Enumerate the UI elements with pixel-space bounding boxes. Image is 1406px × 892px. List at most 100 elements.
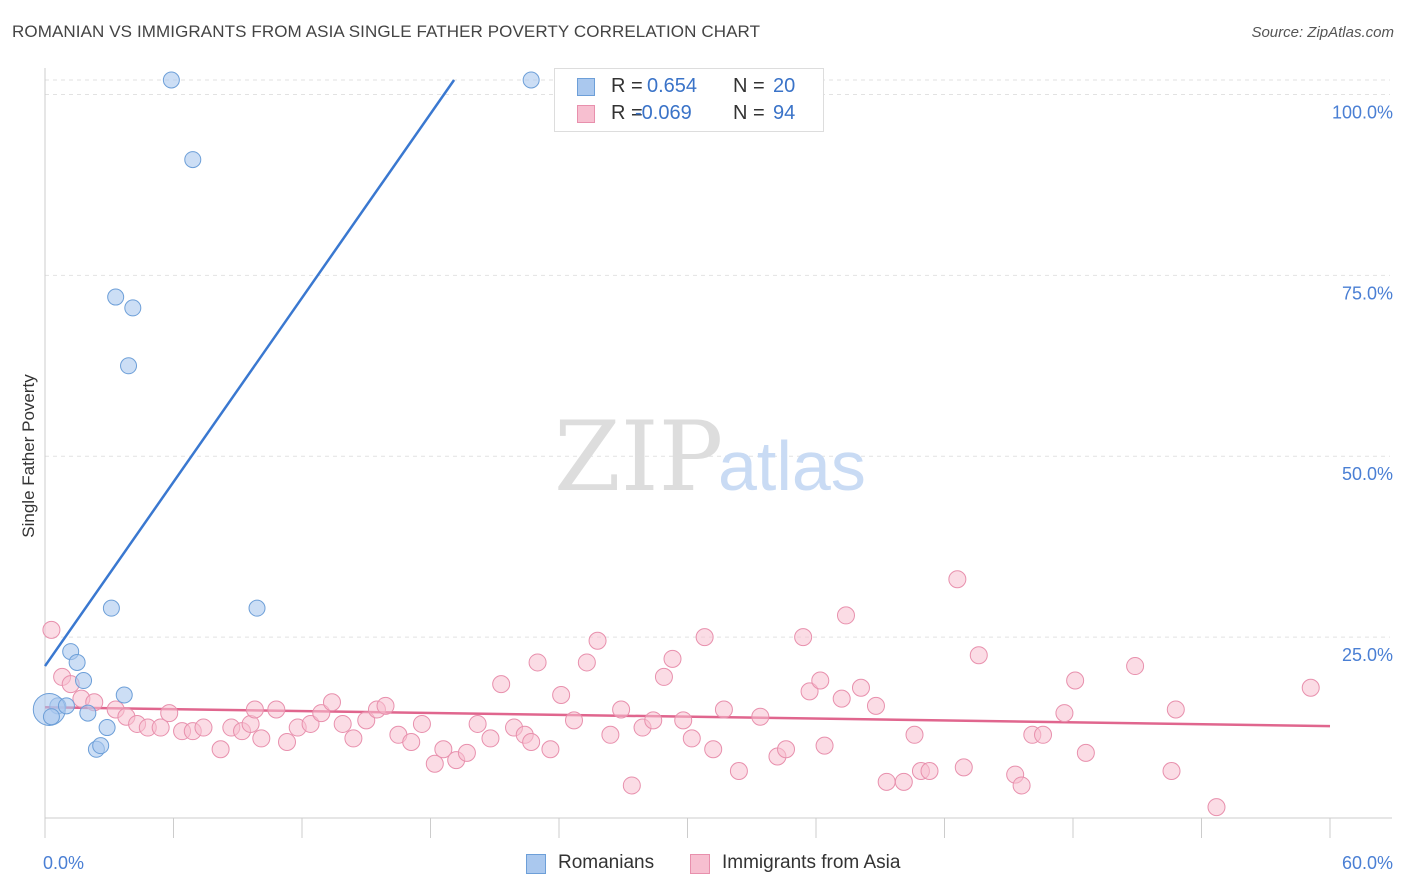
point-immigrants-from-asia[interactable] bbox=[402, 733, 421, 752]
point-romanians[interactable] bbox=[79, 704, 97, 722]
y-tick-label: 25.0% bbox=[1342, 645, 1393, 665]
point-immigrants-from-asia[interactable] bbox=[751, 707, 770, 726]
point-immigrants-from-asia[interactable] bbox=[1162, 761, 1181, 780]
point-immigrants-from-asia[interactable] bbox=[894, 772, 913, 791]
point-immigrants-from-asia[interactable] bbox=[160, 704, 179, 723]
point-immigrants-from-asia[interactable] bbox=[794, 628, 813, 647]
watermark-zip: ZIP bbox=[554, 401, 723, 513]
point-immigrants-from-asia[interactable] bbox=[1126, 657, 1145, 676]
point-immigrants-from-asia[interactable] bbox=[920, 761, 939, 780]
point-immigrants-from-asia[interactable] bbox=[278, 733, 297, 752]
point-immigrants-from-asia[interactable] bbox=[301, 714, 320, 733]
point-immigrants-from-asia[interactable] bbox=[151, 718, 170, 737]
point-immigrants-from-asia[interactable] bbox=[948, 570, 967, 589]
point-romanians[interactable] bbox=[102, 599, 120, 617]
point-immigrants-from-asia[interactable] bbox=[42, 620, 61, 639]
legend-label-immigrants-from-asia: Immigrants from Asia bbox=[722, 852, 901, 873]
point-immigrants-from-asia[interactable] bbox=[322, 693, 341, 712]
point-immigrants-from-asia[interactable] bbox=[714, 700, 733, 719]
point-immigrants-from-asia[interactable] bbox=[815, 736, 834, 755]
point-immigrants-from-asia[interactable] bbox=[1055, 704, 1074, 723]
legend-r-value: -0.069 bbox=[635, 102, 692, 124]
point-immigrants-from-asia[interactable] bbox=[344, 729, 363, 748]
point-immigrants-from-asia[interactable] bbox=[522, 733, 541, 752]
point-immigrants-from-asia[interactable] bbox=[729, 761, 748, 780]
point-romanians[interactable] bbox=[68, 653, 86, 671]
point-immigrants-from-asia[interactable] bbox=[211, 740, 230, 759]
point-immigrants-from-asia[interactable] bbox=[312, 704, 331, 723]
x-tick-label-min: 0.0% bbox=[43, 853, 84, 873]
point-immigrants-from-asia[interactable] bbox=[954, 758, 973, 777]
legend-n-label: N = bbox=[733, 75, 765, 97]
point-immigrants-from-asia[interactable] bbox=[682, 729, 701, 748]
point-immigrants-from-asia[interactable] bbox=[800, 682, 819, 701]
point-immigrants-from-asia[interactable] bbox=[877, 772, 896, 791]
point-immigrants-from-asia[interactable] bbox=[622, 776, 641, 795]
point-immigrants-from-asia[interactable] bbox=[1207, 798, 1226, 817]
point-immigrants-from-asia[interactable] bbox=[612, 700, 631, 719]
point-romanians[interactable] bbox=[75, 672, 93, 690]
point-immigrants-from-asia[interactable] bbox=[1012, 776, 1031, 795]
point-romanians[interactable] bbox=[184, 151, 202, 169]
point-romanians[interactable] bbox=[107, 288, 125, 306]
point-romanians[interactable] bbox=[98, 719, 116, 737]
point-immigrants-from-asia[interactable] bbox=[1066, 671, 1085, 690]
point-immigrants-from-asia[interactable] bbox=[601, 725, 620, 744]
y-tick-label: 50.0% bbox=[1342, 464, 1393, 484]
point-romanians[interactable] bbox=[120, 357, 138, 375]
point-immigrants-from-asia[interactable] bbox=[457, 743, 476, 762]
point-immigrants-from-asia[interactable] bbox=[552, 686, 571, 704]
point-immigrants-from-asia[interactable] bbox=[481, 729, 500, 748]
point-romanians[interactable] bbox=[57, 697, 75, 715]
point-immigrants-from-asia[interactable] bbox=[412, 714, 431, 733]
point-immigrants-from-asia[interactable] bbox=[492, 675, 511, 694]
point-romanians[interactable] bbox=[124, 299, 142, 317]
point-immigrants-from-asia[interactable] bbox=[674, 711, 693, 730]
legend-r-label: R = bbox=[611, 75, 643, 97]
gridlines bbox=[45, 79, 1390, 638]
point-immigrants-from-asia[interactable] bbox=[1034, 725, 1053, 744]
point-immigrants-from-asia[interactable] bbox=[541, 740, 560, 759]
point-immigrants-from-asia[interactable] bbox=[1076, 743, 1095, 762]
point-immigrants-from-asia[interactable] bbox=[1301, 678, 1320, 697]
point-immigrants-from-asia[interactable] bbox=[194, 718, 213, 737]
point-immigrants-from-asia[interactable] bbox=[245, 700, 264, 719]
point-romanians[interactable] bbox=[248, 599, 266, 617]
point-immigrants-from-asia[interactable] bbox=[252, 729, 271, 748]
point-immigrants-from-asia[interactable] bbox=[811, 671, 830, 690]
point-immigrants-from-asia[interactable] bbox=[468, 714, 487, 733]
point-immigrants-from-asia[interactable] bbox=[832, 689, 851, 708]
point-immigrants-from-asia[interactable] bbox=[644, 711, 663, 730]
point-immigrants-from-asia[interactable] bbox=[577, 653, 596, 672]
point-romanians[interactable] bbox=[522, 71, 540, 89]
point-immigrants-from-asia[interactable] bbox=[654, 667, 673, 686]
point-immigrants-from-asia[interactable] bbox=[564, 711, 583, 730]
point-immigrants-from-asia[interactable] bbox=[588, 631, 607, 650]
point-immigrants-from-asia[interactable] bbox=[528, 653, 547, 672]
point-immigrants-from-asia[interactable] bbox=[851, 678, 870, 697]
point-immigrants-from-asia[interactable] bbox=[357, 711, 376, 730]
point-immigrants-from-asia[interactable] bbox=[905, 725, 924, 744]
point-immigrants-from-asia[interactable] bbox=[1166, 700, 1185, 719]
x-tick-labels: 0.0% 60.0% bbox=[43, 853, 1393, 873]
point-immigrants-from-asia[interactable] bbox=[376, 696, 395, 715]
point-immigrants-from-asia[interactable] bbox=[969, 646, 988, 665]
point-immigrants-from-asia[interactable] bbox=[704, 740, 723, 759]
point-romanians[interactable] bbox=[42, 708, 60, 726]
point-immigrants-from-asia[interactable] bbox=[333, 714, 352, 733]
point-immigrants-from-asia[interactable] bbox=[425, 754, 444, 773]
point-immigrants-from-asia[interactable] bbox=[695, 628, 714, 647]
point-immigrants-from-asia[interactable] bbox=[434, 740, 453, 759]
point-romanians[interactable] bbox=[92, 737, 110, 755]
point-romanians[interactable] bbox=[115, 686, 133, 704]
point-immigrants-from-asia[interactable] bbox=[663, 649, 682, 668]
legend-n-label: N = bbox=[733, 102, 765, 124]
point-immigrants-from-asia[interactable] bbox=[836, 606, 855, 625]
point-immigrants-from-asia[interactable] bbox=[866, 696, 885, 715]
point-immigrants-from-asia[interactable] bbox=[267, 700, 286, 719]
y-axis-label: Single Father Poverty bbox=[19, 374, 38, 538]
series-romanians bbox=[32, 71, 540, 758]
point-immigrants-from-asia[interactable] bbox=[777, 740, 796, 759]
point-romanians[interactable] bbox=[162, 71, 180, 89]
x-tick-label-max: 60.0% bbox=[1342, 853, 1393, 873]
